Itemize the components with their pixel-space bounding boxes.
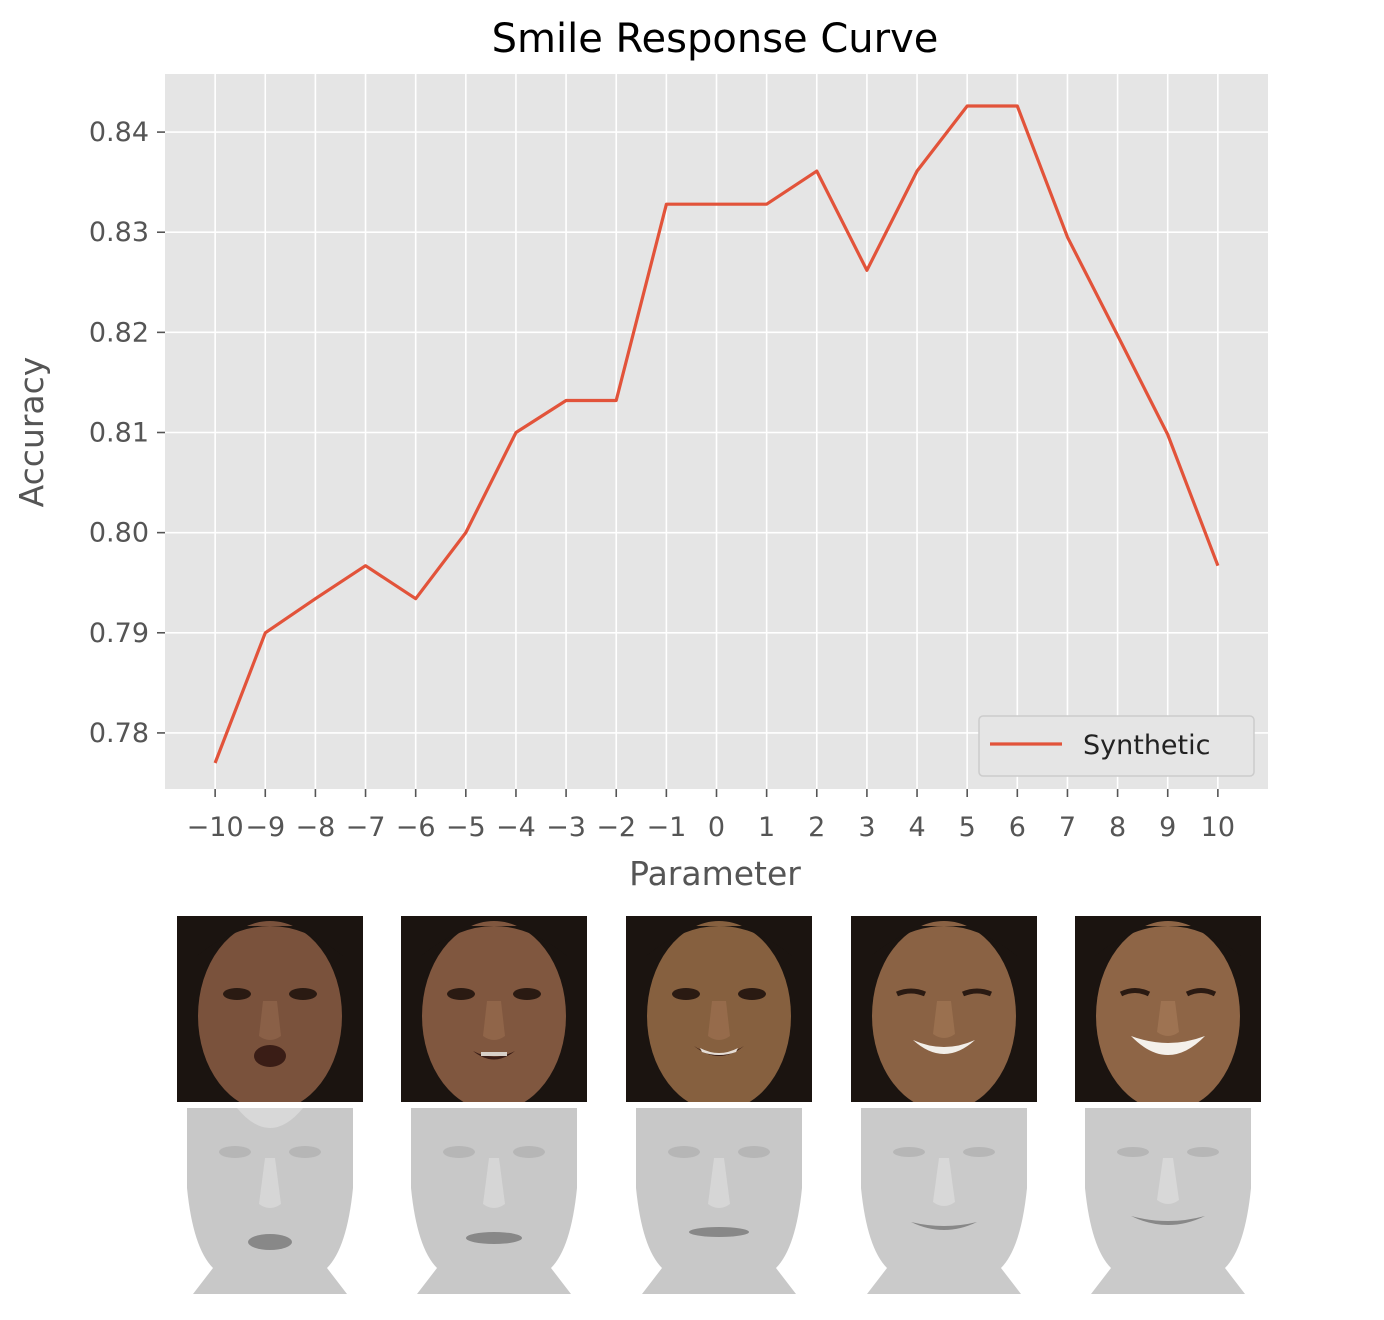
- y-tick-label: 0.84: [89, 117, 149, 148]
- x-tick-label: −4: [496, 812, 536, 843]
- x-tick-label: −7: [346, 812, 386, 843]
- x-tick-label: 8: [1109, 812, 1126, 843]
- y-tick-label: 0.82: [89, 317, 149, 348]
- chart-title: Smile Response Curve: [492, 16, 939, 62]
- x-tick-label: 1: [758, 812, 775, 843]
- y-tick-label: 0.83: [89, 217, 149, 248]
- y-tick-label: 0.81: [89, 418, 149, 449]
- legend-label: Synthetic: [1083, 730, 1210, 761]
- face-mesh-broad-smile: [1075, 1108, 1261, 1294]
- x-axis-title: Parameter: [629, 854, 801, 893]
- legend: Synthetic: [978, 715, 1255, 777]
- x-tick-label: −1: [646, 812, 686, 843]
- x-tick-label: −8: [296, 812, 336, 843]
- x-axis-ticks: −10 −9 −8 −7 −6 −5 −4 −3 −2 −1 0 1 2 3 4 5 6 7 8 9 10: [187, 789, 1235, 843]
- x-tick-label: 2: [808, 812, 825, 843]
- face-photo-open-mouth: [177, 916, 363, 1102]
- y-tick-label: 0.79: [89, 618, 149, 649]
- grid-lines: [165, 74, 1268, 789]
- face-photo-talking: [401, 916, 587, 1102]
- x-tick-label: −2: [596, 812, 636, 843]
- y-tick-label: 0.78: [89, 718, 149, 749]
- x-tick-label: 10: [1201, 812, 1235, 843]
- face-photo-broad-smile: [1075, 916, 1261, 1102]
- face-photo-smile: [851, 916, 1037, 1102]
- x-tick-label: −9: [245, 812, 285, 843]
- y-tick-label: 0.80: [89, 518, 149, 549]
- x-tick-label: 9: [1159, 812, 1176, 843]
- line-chart: Smile Response Curve 0.78 0.79 0.80 0.81 0.8…: [12, 16, 1268, 893]
- x-tick-label: −5: [446, 812, 486, 843]
- x-tick-label: −6: [396, 812, 436, 843]
- series-line-synthetic: [213, 104, 1220, 764]
- legend-box: [978, 715, 1255, 777]
- x-tick-label: 5: [959, 812, 976, 843]
- face-photo-slight-smile: [626, 916, 812, 1102]
- x-tick-label: −10: [187, 812, 244, 843]
- face-mesh-smile: [851, 1108, 1037, 1294]
- x-tick-label: 0: [708, 812, 725, 843]
- face-mesh-talking: [401, 1108, 587, 1294]
- x-tick-label: 6: [1009, 812, 1026, 843]
- face-mesh-open-mouth: [177, 1108, 363, 1294]
- y-axis-title: Accuracy: [12, 357, 51, 508]
- x-tick-label: 3: [858, 812, 875, 843]
- face-mesh-slight-smile: [626, 1108, 812, 1294]
- y-axis-ticks: 0.78 0.79 0.80 0.81 0.82 0.83 0.84: [89, 117, 165, 749]
- x-tick-label: −3: [546, 812, 586, 843]
- x-tick-label: 4: [908, 812, 925, 843]
- x-tick-label: 7: [1059, 812, 1076, 843]
